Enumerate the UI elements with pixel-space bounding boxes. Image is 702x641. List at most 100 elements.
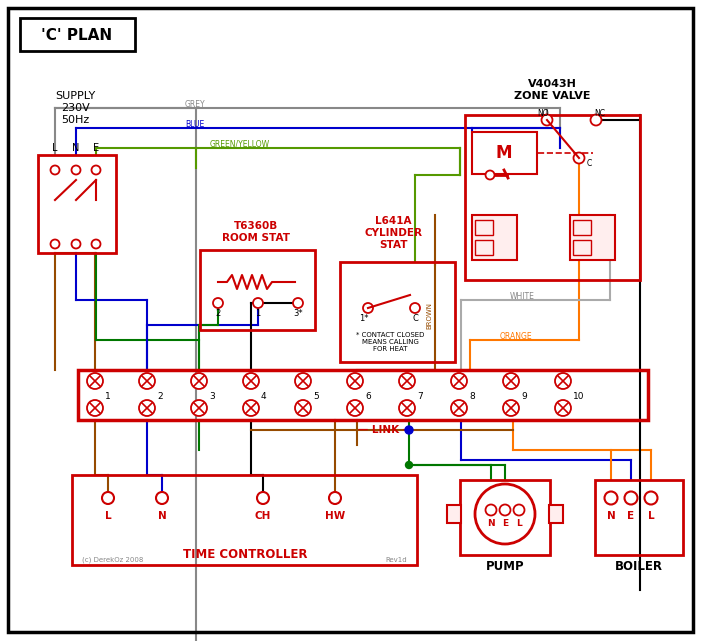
Circle shape: [486, 504, 496, 515]
Text: L641A
CYLINDER
STAT: L641A CYLINDER STAT: [364, 217, 422, 249]
Bar: [340, 262, 455, 362]
Circle shape: [644, 492, 658, 504]
Circle shape: [406, 462, 413, 469]
Circle shape: [399, 400, 415, 416]
Circle shape: [347, 373, 363, 389]
Circle shape: [590, 115, 602, 126]
Text: BOILER: BOILER: [615, 560, 663, 572]
Text: * CONTACT CLOSED
MEANS CALLING
FOR HEAT: * CONTACT CLOSED MEANS CALLING FOR HEAT: [356, 332, 424, 352]
Text: C: C: [412, 313, 418, 322]
Text: NC: NC: [595, 108, 606, 117]
Bar: [78, 370, 648, 420]
Text: NO: NO: [537, 108, 549, 117]
Circle shape: [295, 373, 311, 389]
Bar: [549, 505, 563, 523]
Circle shape: [405, 426, 413, 434]
Bar: [573, 240, 591, 255]
Text: 3: 3: [209, 392, 215, 401]
Circle shape: [87, 373, 103, 389]
Circle shape: [72, 165, 81, 174]
Text: L: L: [648, 511, 654, 521]
Text: E: E: [502, 519, 508, 528]
Bar: [460, 480, 550, 555]
Text: 2: 2: [216, 308, 220, 317]
Circle shape: [363, 303, 373, 313]
Bar: [595, 480, 683, 555]
Text: V4043H
ZONE VALVE: V4043H ZONE VALVE: [514, 79, 590, 101]
Text: CH: CH: [255, 511, 271, 521]
Bar: [573, 220, 591, 235]
Text: 2: 2: [157, 392, 163, 401]
Bar: [465, 115, 640, 280]
Circle shape: [91, 165, 100, 174]
Text: N: N: [487, 519, 495, 528]
Circle shape: [139, 400, 155, 416]
Text: L: L: [105, 511, 112, 521]
Bar: [570, 215, 615, 260]
Circle shape: [451, 400, 467, 416]
Bar: [20, 18, 135, 51]
Circle shape: [625, 492, 637, 504]
Text: — LINK —: — LINK —: [357, 425, 413, 435]
Text: 1: 1: [256, 308, 260, 317]
Text: 1: 1: [105, 392, 111, 401]
Circle shape: [257, 492, 269, 504]
Circle shape: [555, 400, 571, 416]
Circle shape: [253, 298, 263, 308]
Text: HW: HW: [325, 511, 345, 521]
Circle shape: [399, 373, 415, 389]
Bar: [200, 250, 315, 330]
Circle shape: [91, 240, 100, 249]
Text: 7: 7: [417, 392, 423, 401]
Circle shape: [72, 240, 81, 249]
Text: TIME CONTROLLER: TIME CONTROLLER: [183, 549, 307, 562]
Circle shape: [243, 373, 259, 389]
Text: SUPPLY
230V
50Hz: SUPPLY 230V 50Hz: [55, 92, 95, 124]
Circle shape: [503, 373, 519, 389]
Text: Rev1d: Rev1d: [385, 557, 406, 563]
Circle shape: [500, 504, 510, 515]
Text: L: L: [52, 143, 58, 153]
Text: 'C' PLAN: 'C' PLAN: [41, 28, 112, 42]
Circle shape: [486, 171, 494, 179]
Circle shape: [451, 373, 467, 389]
Circle shape: [513, 504, 524, 515]
Text: E: E: [93, 143, 99, 153]
Text: N: N: [158, 511, 166, 521]
Text: PUMP: PUMP: [486, 560, 524, 572]
Circle shape: [51, 240, 60, 249]
Bar: [472, 132, 537, 174]
Text: 1*: 1*: [359, 313, 369, 322]
Text: 8: 8: [469, 392, 475, 401]
Circle shape: [604, 492, 618, 504]
Circle shape: [293, 298, 303, 308]
Circle shape: [191, 400, 207, 416]
Text: 10: 10: [573, 392, 585, 401]
Text: L: L: [516, 519, 522, 528]
Text: BLUE: BLUE: [185, 119, 204, 128]
Circle shape: [102, 492, 114, 504]
Circle shape: [574, 153, 585, 163]
Circle shape: [555, 373, 571, 389]
Text: ORANGE: ORANGE: [500, 331, 533, 340]
Text: 9: 9: [521, 392, 526, 401]
Text: GREY: GREY: [185, 99, 206, 108]
Text: 6: 6: [365, 392, 371, 401]
Circle shape: [295, 400, 311, 416]
Circle shape: [243, 400, 259, 416]
Circle shape: [503, 400, 519, 416]
Circle shape: [329, 492, 341, 504]
Text: BROWN: BROWN: [426, 301, 432, 328]
Text: E: E: [628, 511, 635, 521]
Text: T6360B
ROOM STAT: T6360B ROOM STAT: [222, 221, 290, 243]
Text: 4: 4: [261, 392, 267, 401]
Circle shape: [475, 484, 535, 544]
Circle shape: [139, 373, 155, 389]
Circle shape: [347, 400, 363, 416]
Text: 3*: 3*: [293, 308, 303, 317]
Circle shape: [87, 400, 103, 416]
Text: 5: 5: [313, 392, 319, 401]
Circle shape: [410, 303, 420, 313]
Circle shape: [156, 492, 168, 504]
Text: C: C: [586, 158, 592, 167]
